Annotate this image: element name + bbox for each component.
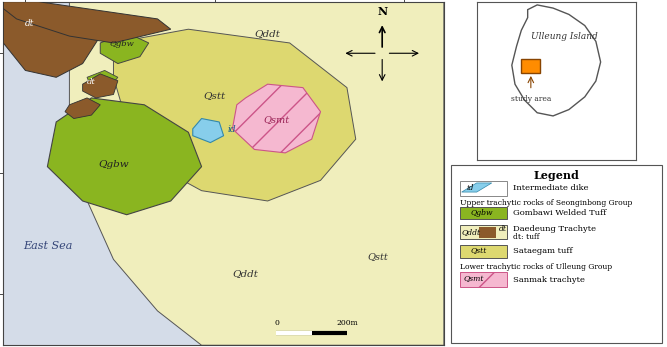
Text: Qddt: Qddt bbox=[462, 228, 481, 236]
Text: dt: dt bbox=[500, 226, 508, 234]
Text: id: id bbox=[467, 184, 474, 193]
Text: 200m: 200m bbox=[336, 319, 358, 327]
Text: Gombawi Welded Tuff: Gombawi Welded Tuff bbox=[513, 209, 606, 217]
Polygon shape bbox=[113, 29, 356, 201]
Text: Qgbw: Qgbw bbox=[98, 160, 129, 169]
Text: Qstt: Qstt bbox=[368, 252, 388, 261]
Text: Qsmt: Qsmt bbox=[263, 115, 289, 124]
Bar bbox=[460, 181, 507, 196]
Text: Qddt: Qddt bbox=[255, 29, 281, 38]
Text: study area: study area bbox=[511, 95, 551, 103]
Bar bbox=[460, 245, 507, 258]
Bar bbox=[460, 207, 507, 219]
Polygon shape bbox=[3, 2, 100, 77]
Bar bbox=[460, 225, 507, 239]
Text: Intermediate dike: Intermediate dike bbox=[513, 184, 589, 193]
Text: dt: tuff: dt: tuff bbox=[513, 233, 540, 241]
Polygon shape bbox=[512, 5, 600, 116]
Text: East Sea: East Sea bbox=[23, 241, 72, 251]
Polygon shape bbox=[100, 33, 149, 64]
Polygon shape bbox=[65, 98, 100, 119]
Polygon shape bbox=[232, 84, 321, 153]
Polygon shape bbox=[47, 98, 201, 215]
Bar bbox=[522, 59, 540, 73]
Text: Qgbw: Qgbw bbox=[470, 209, 493, 217]
Text: Sataegam tuff: Sataegam tuff bbox=[513, 247, 573, 255]
Polygon shape bbox=[462, 183, 492, 192]
Polygon shape bbox=[69, 2, 444, 345]
Text: Sanmak trachyte: Sanmak trachyte bbox=[513, 276, 585, 283]
Text: Lower trachytic rocks of Ulleung Group: Lower trachytic rocks of Ulleung Group bbox=[460, 263, 612, 271]
Text: Qstt: Qstt bbox=[470, 247, 487, 255]
Text: Qddt: Qddt bbox=[233, 270, 259, 279]
Text: Qstt: Qstt bbox=[203, 91, 226, 100]
Text: Qsmt: Qsmt bbox=[464, 276, 484, 283]
Text: Qgbw: Qgbw bbox=[110, 40, 135, 48]
Text: id: id bbox=[228, 125, 237, 134]
Text: Daedeung Trachyte: Daedeung Trachyte bbox=[513, 226, 596, 234]
Text: Ulleung Island: Ulleung Island bbox=[531, 32, 598, 41]
Polygon shape bbox=[83, 74, 118, 98]
Bar bbox=[460, 272, 507, 287]
Polygon shape bbox=[87, 70, 118, 87]
Bar bbox=[479, 227, 496, 238]
Text: N: N bbox=[377, 6, 388, 17]
Polygon shape bbox=[3, 2, 171, 43]
Text: 0: 0 bbox=[274, 319, 279, 327]
Polygon shape bbox=[193, 119, 223, 143]
Text: Upper trachytic rocks of Seonginbong Group: Upper trachytic rocks of Seonginbong Gro… bbox=[460, 199, 632, 207]
Text: Legend: Legend bbox=[534, 170, 579, 181]
Text: dt: dt bbox=[25, 19, 35, 28]
Text: dt: dt bbox=[87, 78, 96, 86]
